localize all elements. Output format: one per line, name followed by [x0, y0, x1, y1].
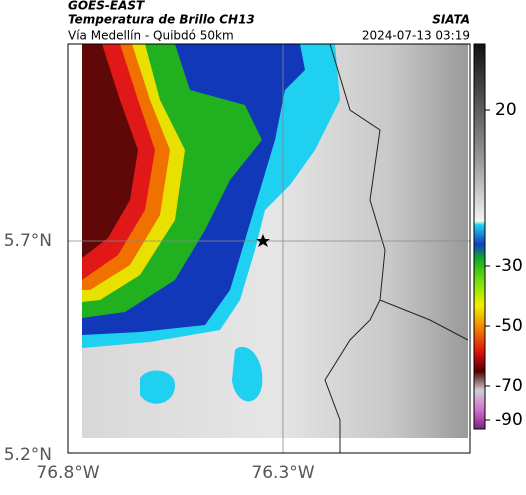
colorbar-tick-label: -90 — [495, 410, 523, 430]
colorbar — [473, 43, 486, 430]
source: GOES-EAST — [68, 0, 145, 13]
colorbar-tick-label: -50 — [495, 316, 523, 336]
lon-label: 76.3°W — [251, 463, 314, 483]
map-frame — [67, 43, 471, 454]
cyan-blob — [232, 346, 263, 402]
agency: SIATA — [432, 13, 470, 27]
subtitle: Vía Medellín - Quibdó 50km — [68, 29, 234, 43]
dark-red-region — [82, 44, 138, 258]
lat-label: 5.7°N — [4, 231, 52, 251]
cyan-blob — [140, 370, 175, 404]
lat-label: 5.2°N — [4, 445, 52, 465]
labels: 5.7°N 5.2°N76.8°W 76.3°W 20 -30 -50 -70 -90 — [4, 100, 523, 483]
timestamp: 2024-07-13 03:19 — [362, 29, 470, 43]
colorbar-tick-label: -70 — [495, 376, 523, 396]
colorbar-tick-label: -30 — [495, 256, 523, 276]
colorbar-tick-label: 20 — [495, 100, 517, 120]
lon-label: 76.8°W — [36, 463, 99, 483]
border-line — [324, 43, 469, 453]
location-star — [256, 234, 270, 247]
map-imagery — [68, 43, 470, 453]
title: Temperatura de Brillo CH13 — [68, 13, 255, 27]
